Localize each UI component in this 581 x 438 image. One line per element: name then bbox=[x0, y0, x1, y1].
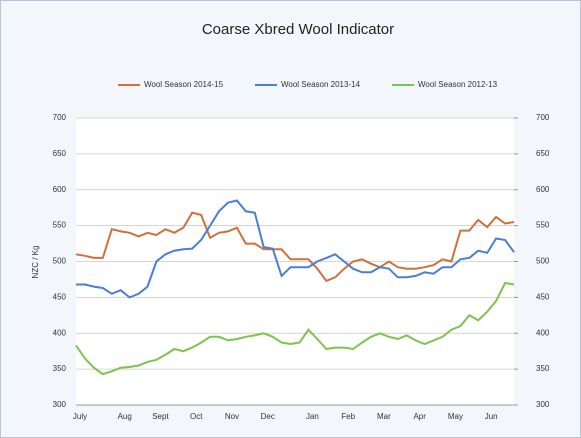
chart-title: Coarse Xbred Wool Indicator bbox=[202, 21, 394, 38]
y2-tick-label: 650 bbox=[536, 149, 550, 158]
y2-tick-label: 300 bbox=[536, 400, 550, 409]
x-tick-label: Nov bbox=[225, 412, 239, 421]
x-tick-label: Dec bbox=[261, 412, 275, 421]
y2-tick-label: 350 bbox=[536, 364, 550, 373]
legend-label: Wool Season 2013-14 bbox=[281, 80, 361, 89]
x-tick-label: Apr bbox=[413, 412, 426, 421]
x-tick-label: July bbox=[73, 412, 87, 421]
x-tick-label: Sept bbox=[152, 412, 169, 421]
legend-label: Wool Season 2014-15 bbox=[144, 80, 224, 89]
y2-tick-label: 500 bbox=[536, 257, 550, 266]
y-tick-label: 550 bbox=[53, 221, 67, 230]
y-tick-label: 450 bbox=[53, 292, 67, 301]
y-tick-label: 600 bbox=[53, 185, 67, 194]
y2-tick-label: 700 bbox=[536, 113, 550, 122]
series-line bbox=[75, 211, 515, 283]
y-tick-label: 500 bbox=[53, 257, 67, 266]
x-tick-label: Feb bbox=[341, 412, 355, 421]
series-line bbox=[75, 281, 515, 376]
x-tick-label: Jun bbox=[485, 412, 498, 421]
y-tick-label: 700 bbox=[53, 113, 67, 122]
x-tick-label: Jan bbox=[306, 412, 319, 421]
x-tick-label: Mar bbox=[377, 412, 391, 421]
y2-tick-label: 550 bbox=[536, 221, 550, 230]
series-line bbox=[76, 199, 515, 299]
y-tick-label: 650 bbox=[53, 149, 67, 158]
x-tick-label: Aug bbox=[118, 412, 132, 421]
y-tick-label: 400 bbox=[53, 328, 67, 337]
y-tick-label: 300 bbox=[53, 400, 67, 409]
y2-tick-label: 400 bbox=[536, 328, 550, 337]
x-tick-label: Oct bbox=[190, 412, 203, 421]
legend-label: Wool Season 2012-13 bbox=[418, 80, 498, 89]
y-tick-label: 350 bbox=[53, 364, 67, 373]
y-axis-label: NZC / Kg bbox=[31, 246, 40, 279]
x-tick-label: May bbox=[448, 412, 463, 421]
y2-tick-label: 600 bbox=[536, 185, 550, 194]
y2-tick-label: 450 bbox=[536, 292, 550, 301]
